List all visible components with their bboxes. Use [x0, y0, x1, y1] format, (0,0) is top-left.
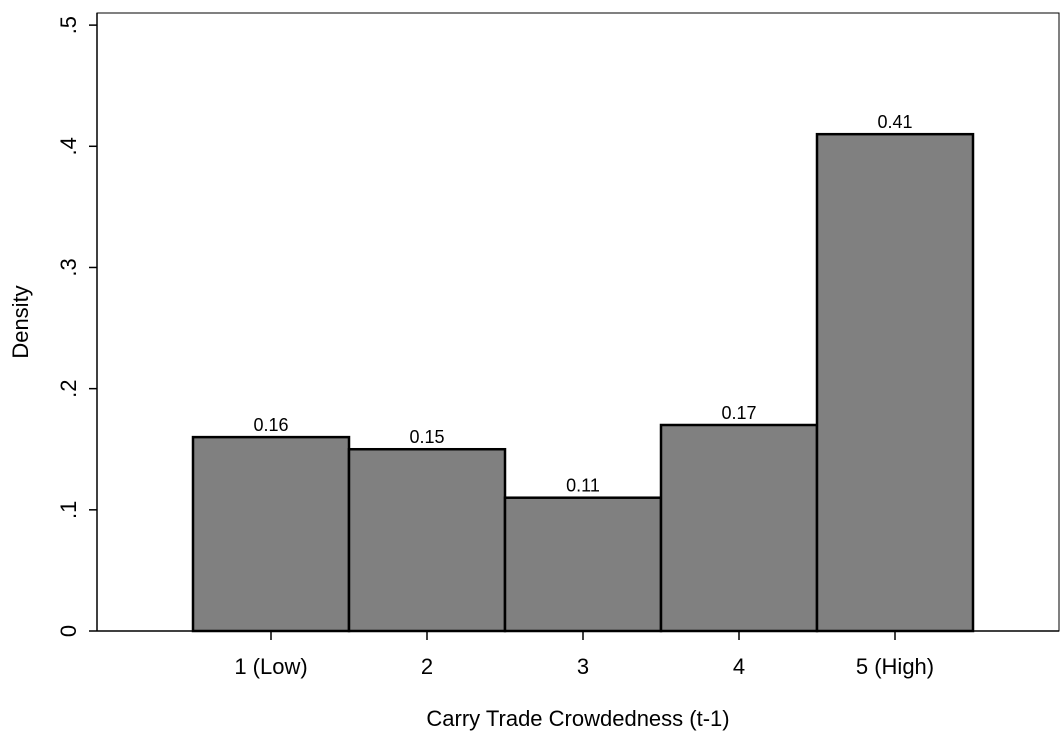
- value-label: 0.16: [253, 415, 288, 435]
- x-tick-label: 4: [733, 654, 745, 679]
- x-tick-label: 5 (High): [856, 654, 934, 679]
- x-tick-label: 2: [421, 654, 433, 679]
- bar: [503, 496, 663, 633]
- y-tick-label: .1: [56, 501, 81, 519]
- y-tick-label: .4: [56, 137, 81, 155]
- x-tick-label: 3: [577, 654, 589, 679]
- value-label: 0.17: [721, 403, 756, 423]
- y-tick-label: .2: [56, 379, 81, 397]
- bar: [815, 132, 975, 633]
- y-axis-title: Density: [8, 285, 33, 358]
- value-label: 0.41: [877, 112, 912, 132]
- y-tick-label: .5: [56, 16, 81, 34]
- bar: [191, 435, 351, 633]
- y-tick-label: 0: [56, 625, 81, 637]
- x-axis-title: Carry Trade Crowdedness (t-1): [426, 706, 729, 731]
- bar: [347, 447, 507, 633]
- value-label: 0.15: [409, 427, 444, 447]
- x-tick-label: 1 (Low): [234, 654, 307, 679]
- bar: [659, 423, 819, 633]
- value-label: 0.11: [566, 475, 600, 495]
- y-tick-label: .3: [56, 258, 81, 276]
